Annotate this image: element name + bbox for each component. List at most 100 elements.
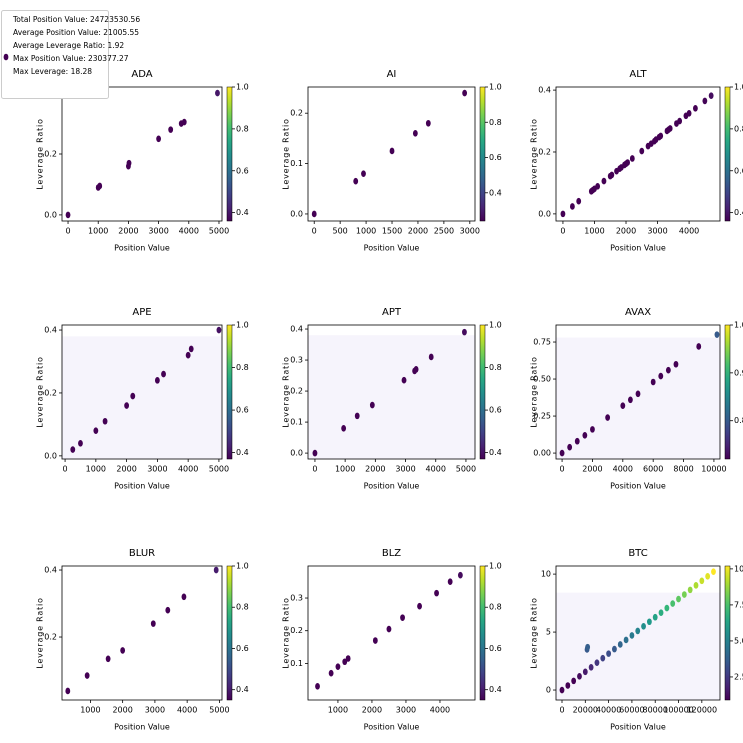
x-axis-label: Position Value bbox=[114, 723, 170, 732]
x-tick-label: 80000 bbox=[642, 706, 667, 715]
axes-frame bbox=[555, 86, 721, 222]
data-point bbox=[658, 609, 664, 617]
data-point bbox=[311, 210, 317, 218]
y-tick-label: 0.2 bbox=[290, 109, 303, 118]
colorbar bbox=[479, 565, 486, 701]
x-tick-label: 40000 bbox=[596, 706, 621, 715]
data-point bbox=[386, 625, 392, 633]
shaded-region bbox=[308, 335, 475, 459]
x-tick-label: 2000 bbox=[112, 706, 132, 715]
data-point bbox=[673, 360, 679, 368]
data-point bbox=[594, 659, 600, 666]
data-point bbox=[582, 432, 588, 439]
data-point bbox=[354, 412, 360, 420]
colorbar-tick-label: 0.6 bbox=[236, 406, 249, 415]
data-point bbox=[70, 446, 76, 453]
data-point bbox=[699, 577, 705, 585]
data-point bbox=[315, 682, 320, 690]
data-point bbox=[78, 439, 83, 447]
data-point bbox=[215, 89, 220, 97]
y-tick-label: 0.3 bbox=[290, 594, 303, 603]
colorbar-tick-label: 2.5 bbox=[734, 672, 743, 681]
x-tick-label: 0 bbox=[560, 465, 565, 474]
x-tick-label: 5000 bbox=[209, 465, 229, 474]
x-tick-label: 0 bbox=[65, 227, 70, 236]
data-point bbox=[582, 668, 588, 676]
x-tick-label: 0 bbox=[560, 227, 565, 236]
data-point bbox=[130, 392, 136, 400]
data-point bbox=[570, 203, 575, 210]
colorbar-tick-label: 7.5 bbox=[734, 600, 743, 609]
x-axis-label: Position Value bbox=[610, 244, 666, 253]
colorbar-tick-label: 1.0 bbox=[489, 83, 502, 92]
data-point bbox=[447, 578, 453, 585]
legend-text: Max Position Value: 230377.27 bbox=[13, 54, 129, 63]
subplot-title: ALT bbox=[629, 69, 647, 80]
data-point bbox=[105, 655, 111, 663]
colorbar-tick-label: 0.8 bbox=[489, 118, 502, 127]
data-point bbox=[181, 118, 187, 126]
data-point bbox=[335, 663, 341, 670]
axes-frame bbox=[61, 324, 223, 460]
x-tick-label: 3000 bbox=[145, 706, 165, 715]
y-tick-label: 0.0 bbox=[44, 210, 57, 219]
x-axis-label: Position Value bbox=[364, 723, 420, 732]
x-tick-label: 3000 bbox=[647, 227, 667, 236]
colorbar-tick-label: 0.6 bbox=[489, 406, 502, 415]
colorbar bbox=[479, 86, 486, 222]
data-point bbox=[646, 618, 652, 626]
x-tick-label: 3000 bbox=[395, 465, 415, 474]
data-point bbox=[185, 351, 191, 359]
y-tick-label: 0.1 bbox=[290, 418, 303, 427]
y-axis-label: Leverage Ratio bbox=[36, 118, 45, 189]
colorbar-tick-label: 1.0 bbox=[734, 83, 743, 92]
data-point bbox=[124, 402, 130, 409]
colorbar-tick-label: 0.6 bbox=[236, 166, 249, 175]
data-point bbox=[702, 97, 708, 105]
data-point bbox=[600, 654, 606, 662]
x-tick-label: 120000 bbox=[687, 706, 718, 715]
colorbar-tick-label: 0.4 bbox=[236, 448, 249, 457]
data-point bbox=[641, 622, 646, 630]
colorbar-tick-label: 0.4 bbox=[489, 188, 502, 197]
data-point bbox=[417, 602, 422, 610]
data-point bbox=[577, 673, 582, 680]
data-point bbox=[462, 89, 468, 97]
y-tick-label: 0.3 bbox=[290, 356, 303, 365]
colorbar-tick-label: 0.6 bbox=[489, 153, 502, 162]
x-tick-label: 5000 bbox=[209, 227, 229, 236]
x-tick-label: 20000 bbox=[573, 706, 598, 715]
data-point bbox=[154, 377, 160, 384]
data-point bbox=[559, 686, 565, 694]
x-axis-label: Position Value bbox=[610, 482, 666, 491]
x-tick-label: 10000 bbox=[701, 465, 726, 474]
y-tick-label: 0.4 bbox=[44, 566, 57, 575]
y-axis-label: Leverage Ratio bbox=[282, 597, 291, 668]
data-point bbox=[401, 376, 407, 384]
colorbar bbox=[724, 565, 731, 701]
data-point bbox=[361, 170, 366, 177]
data-point bbox=[676, 595, 681, 603]
y-tick-label: 0.2 bbox=[538, 147, 551, 156]
data-point bbox=[574, 437, 580, 445]
x-tick-label: 500 bbox=[333, 227, 348, 236]
data-point bbox=[670, 600, 676, 607]
data-point bbox=[677, 117, 683, 125]
y-tick-label: 0.0 bbox=[44, 451, 57, 460]
x-tick-label: 4000 bbox=[179, 227, 199, 236]
data-point bbox=[601, 177, 607, 185]
data-point bbox=[708, 92, 714, 99]
x-tick-label: 4000 bbox=[178, 465, 198, 474]
subplot-title: BLZ bbox=[382, 548, 401, 559]
y-axis-label: Leverage Ratio bbox=[282, 118, 291, 189]
y-tick-label: 0.2 bbox=[44, 633, 57, 642]
y-tick-label: 0.0 bbox=[538, 209, 551, 218]
y-tick-label: 0.50 bbox=[533, 375, 551, 384]
data-point bbox=[413, 366, 419, 373]
colorbar-tick-label: 1.0 bbox=[489, 321, 502, 330]
x-tick-label: 2000 bbox=[118, 227, 138, 236]
data-point bbox=[650, 378, 656, 386]
x-tick-label: 3000 bbox=[460, 227, 480, 236]
data-point bbox=[609, 171, 615, 179]
colorbar-tick-label: 0.4 bbox=[489, 685, 502, 694]
